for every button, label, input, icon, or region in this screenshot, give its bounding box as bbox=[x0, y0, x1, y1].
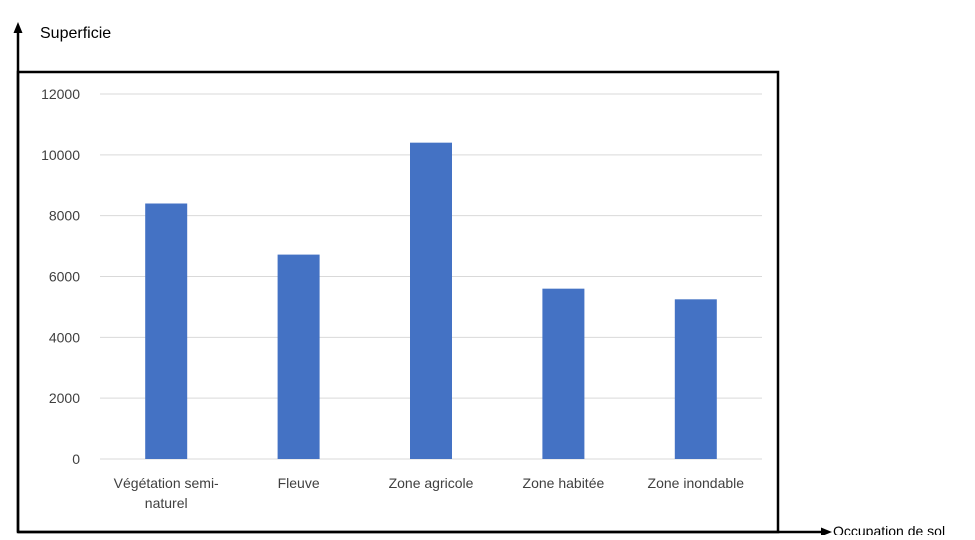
x-axis-arrow-head bbox=[821, 527, 832, 537]
y-tick-label: 0 bbox=[72, 451, 80, 467]
y-tick-labels: 0 2000 4000 6000 8000 10000 12000 bbox=[41, 86, 80, 467]
bar bbox=[277, 254, 320, 459]
y-axis-arrow-head bbox=[13, 22, 23, 33]
y-tick-label: 10000 bbox=[41, 147, 80, 163]
y-tick-label: 6000 bbox=[49, 269, 80, 285]
chart-frame bbox=[16, 70, 780, 534]
y-axis-title: Superficie bbox=[40, 25, 111, 42]
x-tick-label: Zone inondable bbox=[648, 475, 745, 491]
bars bbox=[145, 142, 717, 459]
x-tick-labels: Végétation semi-naturel Fleuve Zone agrico… bbox=[114, 475, 745, 511]
x-tick-label: Zone habitée bbox=[523, 475, 605, 491]
bar bbox=[542, 288, 585, 459]
x-tick-label: Zone agricole bbox=[389, 475, 474, 491]
y-tick-label: 4000 bbox=[49, 329, 80, 345]
bar bbox=[145, 203, 188, 459]
y-tick-label: 2000 bbox=[49, 390, 80, 406]
bar bbox=[674, 299, 717, 459]
x-tick-label: Fleuve bbox=[278, 475, 320, 491]
bar bbox=[410, 142, 452, 459]
x-tick-label: Végétation semi-naturel bbox=[114, 475, 219, 511]
y-tick-label: 12000 bbox=[41, 86, 80, 102]
y-tick-label: 8000 bbox=[49, 208, 80, 224]
x-axis-title: Occupation de sol bbox=[833, 523, 945, 535]
